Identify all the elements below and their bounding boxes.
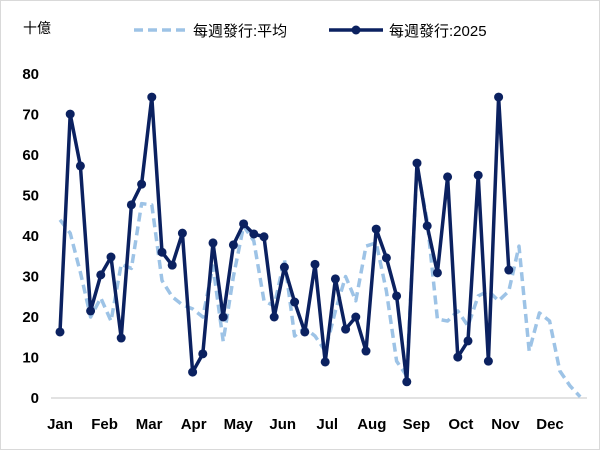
y-tick-label: 40 <box>22 228 39 245</box>
x-tick-label: Dec <box>536 416 564 433</box>
x-tick-label: Apr <box>181 416 207 433</box>
data-point-2025 <box>443 172 453 182</box>
data-point-2025 <box>157 247 167 257</box>
data-point-2025 <box>341 324 351 334</box>
data-point-2025 <box>208 238 218 248</box>
y-tick-label: 0 <box>31 390 39 407</box>
data-point-2025 <box>402 377 412 387</box>
x-tick-label: Feb <box>91 416 118 433</box>
data-point-2025 <box>137 179 147 189</box>
data-point-2025 <box>473 170 483 180</box>
y-tick-label: 10 <box>22 350 39 367</box>
data-point-2025 <box>422 221 432 231</box>
data-point-2025 <box>86 306 96 316</box>
data-point-2025 <box>218 312 228 322</box>
data-point-2025 <box>198 349 208 359</box>
y-tick-label: 70 <box>22 107 39 124</box>
data-point-2025 <box>167 260 177 270</box>
data-point-2025 <box>494 92 504 102</box>
x-tick-label: Jul <box>316 416 338 433</box>
data-point-2025 <box>351 312 361 322</box>
data-point-2025 <box>96 270 106 280</box>
x-tick-label: Nov <box>491 416 520 433</box>
x-tick-label: Oct <box>448 416 473 433</box>
data-point-2025 <box>330 274 340 284</box>
data-point-2025 <box>290 297 300 307</box>
data-point-2025 <box>126 200 136 210</box>
x-tick-label: Jun <box>269 416 296 433</box>
data-point-2025 <box>371 224 381 234</box>
data-point-2025 <box>239 219 249 229</box>
data-point-2025 <box>361 346 371 356</box>
legend-label-average: 每週發行:平均 <box>193 23 287 40</box>
data-point-2025 <box>65 109 75 119</box>
y-tick-label: 30 <box>22 269 39 286</box>
data-point-2025 <box>381 253 391 263</box>
x-tick-label: Sep <box>403 416 431 433</box>
data-point-2025 <box>106 252 116 262</box>
unit-label: 十億 <box>23 20 51 36</box>
data-point-2025 <box>463 336 473 346</box>
data-point-2025 <box>249 229 259 239</box>
x-tick-label: Mar <box>136 416 163 433</box>
data-point-2025 <box>453 352 463 362</box>
data-point-2025 <box>310 259 320 269</box>
y-tick-label: 60 <box>22 147 39 164</box>
data-point-2025 <box>320 357 330 367</box>
data-point-2025 <box>483 356 493 366</box>
series-line-average <box>58 164 582 398</box>
y-tick-label: 20 <box>22 309 39 326</box>
series-line-2025 <box>58 95 511 384</box>
data-point-2025 <box>412 158 422 168</box>
legend-marker-2025 <box>351 25 361 35</box>
x-tick-label: May <box>224 416 254 433</box>
data-point-2025 <box>177 228 187 238</box>
data-point-2025 <box>55 327 65 337</box>
data-point-2025 <box>504 265 514 275</box>
y-tick-label: 80 <box>22 66 39 83</box>
data-point-2025 <box>228 240 238 250</box>
data-point-2025 <box>188 367 198 377</box>
data-point-2025 <box>432 268 442 278</box>
x-tick-label: Aug <box>357 416 386 433</box>
data-point-2025 <box>392 291 402 301</box>
data-point-2025 <box>279 262 289 272</box>
legend: 每週發行:平均 每週發行:2025 <box>134 23 487 40</box>
x-tick-label: Jan <box>47 416 73 433</box>
y-tick-label: 50 <box>22 188 39 205</box>
data-point-2025 <box>269 312 279 322</box>
data-point-2025 <box>75 161 85 171</box>
data-point-2025 <box>116 333 126 343</box>
data-point-2025 <box>300 327 310 337</box>
legend-label-2025: 每週發行:2025 <box>389 23 487 40</box>
data-point-2025 <box>147 92 157 102</box>
data-point-2025 <box>259 232 269 242</box>
